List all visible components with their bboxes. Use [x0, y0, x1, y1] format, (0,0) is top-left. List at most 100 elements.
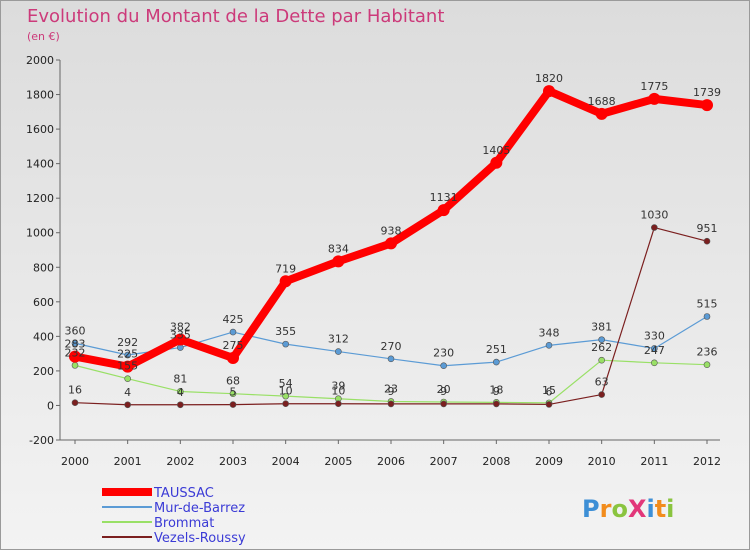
x-tick-label: 2006 [377, 455, 405, 468]
x-tick-label: 2001 [114, 455, 142, 468]
data-point [227, 351, 239, 364]
data-point [651, 345, 658, 352]
logo-letter: o [611, 495, 628, 523]
data-point [437, 204, 450, 217]
data-label: 68 [226, 375, 240, 388]
x-tick-label: 2008 [482, 455, 510, 468]
data-label: 270 [381, 340, 402, 353]
data-point [335, 348, 342, 355]
data-point [651, 359, 658, 367]
data-point [279, 275, 292, 288]
data-point [703, 313, 711, 320]
data-point [440, 400, 447, 408]
data-label: 63 [595, 376, 609, 389]
data-point [545, 342, 553, 349]
logo-letter: i [646, 495, 654, 523]
y-tick-label: 400 [33, 330, 54, 343]
data-label: 1820 [535, 72, 563, 85]
data-label: 335 [170, 329, 191, 342]
proxiti-logo: ProXiti [582, 495, 674, 523]
data-point [387, 355, 395, 363]
data-label: 9 [440, 385, 447, 398]
data-point [71, 362, 79, 369]
y-tick-label: 0 [47, 399, 54, 412]
data-point [703, 237, 711, 245]
data-label: 1739 [693, 86, 721, 99]
chart-title: Evolution du Montant de la Dette par Hab… [27, 6, 444, 27]
data-label: 360 [65, 324, 86, 337]
data-point [387, 400, 395, 408]
data-label: 236 [697, 346, 718, 359]
logo-letter: i [666, 495, 674, 523]
data-label: 4 [124, 386, 131, 399]
x-tick-label: 2004 [272, 455, 300, 468]
data-label: 425 [223, 313, 244, 326]
data-label: 1030 [640, 209, 668, 222]
data-point [71, 399, 79, 406]
data-point [490, 156, 503, 169]
logo-text: ProXiti [582, 495, 674, 523]
data-point [121, 360, 134, 373]
data-point [71, 339, 79, 347]
data-point [69, 350, 81, 363]
y-tick-label: 1800 [26, 89, 54, 102]
y-tick-label: 2000 [26, 54, 54, 67]
axes: -200 0 200 400 600 800 1000 1200 1400 1600 1800 200… [26, 54, 721, 468]
data-point [385, 237, 397, 250]
legend-label: Vezels-Roussy [154, 531, 246, 546]
x-tick-label: 2005 [324, 455, 352, 468]
data-label: 10 [331, 385, 345, 398]
data-label: 515 [697, 298, 718, 311]
logo-letter: P [582, 495, 600, 523]
data-label: 348 [539, 326, 560, 339]
data-point [335, 400, 342, 408]
chart-subtitle: (en €) [27, 30, 60, 43]
data-label: 382 [170, 320, 191, 333]
data-point [282, 392, 289, 400]
logo-letter: r [600, 495, 612, 523]
data-label: 18 [489, 383, 503, 396]
data-point [493, 358, 500, 366]
data-label: 247 [644, 344, 665, 357]
data-point [229, 328, 237, 336]
data-point [651, 224, 658, 231]
legend-label: TAUSSAC [153, 486, 214, 501]
data-label: 292 [117, 336, 138, 349]
x-tick-label: 2012 [693, 455, 721, 468]
y-tick-label: 1400 [26, 158, 54, 171]
data-label: 6 [546, 385, 553, 398]
data-point [332, 255, 345, 268]
series-layer [69, 85, 713, 409]
data-point [648, 92, 661, 105]
data-point [174, 333, 187, 346]
y-tick-label: 1000 [26, 227, 54, 240]
x-tick-label: 2000 [61, 455, 89, 468]
data-point [543, 85, 555, 98]
data-point [124, 351, 131, 359]
data-label: 230 [433, 347, 454, 360]
x-tick-label: 2003 [219, 455, 247, 468]
data-point [598, 356, 605, 364]
data-point [545, 401, 553, 408]
x-tick-label: 2010 [588, 455, 616, 468]
data-label: 312 [328, 333, 349, 346]
data-label: 5 [230, 386, 237, 399]
data-point [701, 99, 713, 112]
data-label: 81 [173, 372, 187, 385]
data-label: 225 [117, 348, 138, 361]
data-point [598, 391, 605, 398]
data-point [177, 344, 184, 351]
data-label: 330 [644, 329, 665, 342]
data-label: 10 [279, 385, 293, 398]
logo-letter: t [655, 495, 666, 523]
data-label: 834 [328, 242, 349, 255]
data-label: 381 [591, 321, 612, 334]
data-label: 283 [65, 338, 86, 351]
x-tick-label: 2009 [535, 455, 563, 468]
data-point [124, 401, 131, 409]
y-tick-label: 200 [33, 365, 54, 378]
x-tick-label: 2011 [640, 455, 668, 468]
data-label: 275 [223, 339, 244, 352]
